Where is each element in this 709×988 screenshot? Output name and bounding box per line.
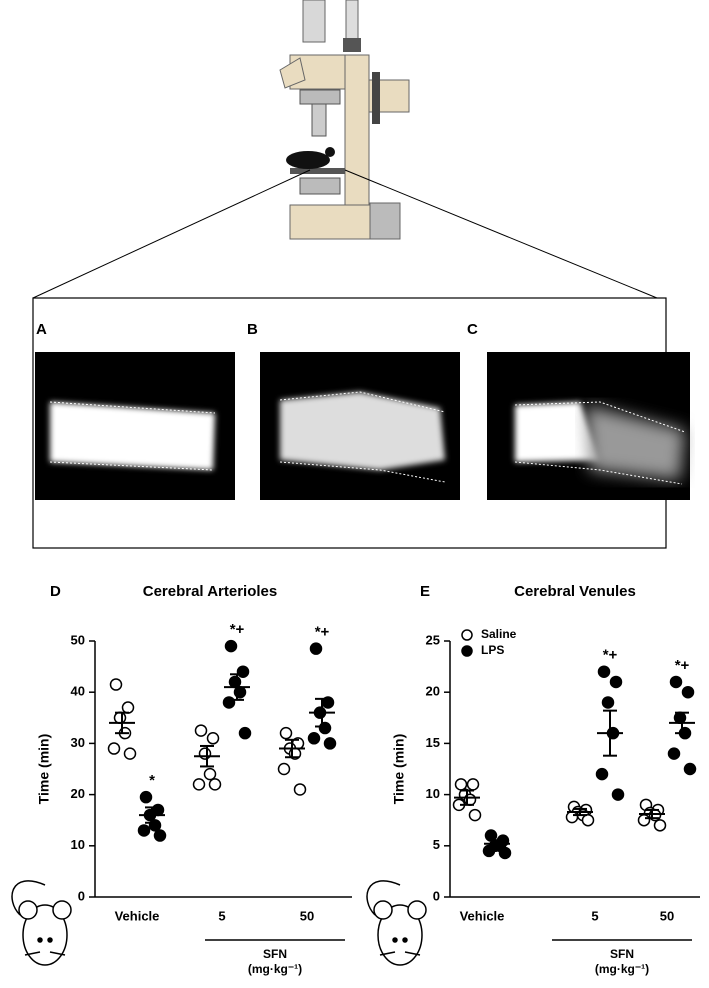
data-point <box>597 665 611 678</box>
significance-label: *+ <box>675 657 690 674</box>
micrograph <box>260 352 460 500</box>
data-point <box>637 813 651 827</box>
data-point <box>601 696 615 709</box>
x-tick-label: Vehicle <box>115 908 160 923</box>
data-point <box>673 711 687 725</box>
data-point <box>498 846 512 860</box>
data-point <box>139 790 153 804</box>
y-tick-label: 50 <box>71 632 85 647</box>
data-point <box>653 819 667 832</box>
y-axis-label: Time (min) <box>391 734 407 805</box>
data-point <box>581 813 595 827</box>
zoom-line <box>344 169 658 299</box>
y-tick-label: 25 <box>426 632 440 647</box>
data-point <box>667 747 681 760</box>
data-point <box>468 808 482 822</box>
micrograph <box>35 352 235 500</box>
data-point <box>466 778 480 791</box>
x-tick-label: 5 <box>591 908 598 923</box>
group-unit: (mg·kg⁻¹) <box>248 962 302 976</box>
data-point <box>107 742 121 755</box>
mouse-icon <box>366 880 427 966</box>
zoom-line <box>32 169 311 299</box>
y-tick-label: 20 <box>71 786 85 801</box>
group-label: SFN <box>610 947 634 961</box>
chart-title: Cerebral Arterioles <box>143 583 278 600</box>
data-point <box>121 701 135 714</box>
chart-title: Cerebral Venules <box>514 583 636 600</box>
data-point <box>565 810 579 824</box>
data-point <box>109 678 123 691</box>
data-point <box>203 767 217 781</box>
data-point <box>683 762 697 776</box>
y-tick-label: 10 <box>71 837 85 852</box>
data-point <box>228 675 242 689</box>
x-tick-label: Vehicle <box>460 908 505 923</box>
panel-label: A <box>36 321 47 338</box>
data-point <box>293 783 307 796</box>
y-axis-label: Time (min) <box>36 734 52 805</box>
panel-label: C <box>467 321 478 338</box>
data-point <box>309 642 323 655</box>
legend-label: Saline <box>481 627 517 641</box>
data-point <box>208 778 222 791</box>
data-point <box>222 696 236 709</box>
data-point <box>681 685 695 699</box>
data-point <box>224 639 238 653</box>
legend-label: LPS <box>481 643 504 657</box>
significance-label: *+ <box>230 621 245 638</box>
data-point <box>595 767 609 781</box>
data-point <box>277 762 291 776</box>
y-tick-label: 40 <box>71 684 85 699</box>
data-point <box>194 724 208 737</box>
data-point <box>137 824 151 837</box>
microscope <box>279 0 410 240</box>
panel-label: D <box>50 583 61 600</box>
y-tick-label: 0 <box>433 888 440 903</box>
x-tick-label: 5 <box>218 908 225 923</box>
micrograph <box>487 352 690 500</box>
data-point <box>669 675 683 689</box>
data-point <box>323 737 337 750</box>
data-point <box>123 747 137 760</box>
x-tick-label: 50 <box>660 908 674 923</box>
y-tick-label: 20 <box>426 684 440 699</box>
data-point <box>609 675 623 689</box>
data-point <box>238 726 252 740</box>
data-point <box>611 788 625 801</box>
y-tick-label: 5 <box>433 837 440 852</box>
data-point <box>192 778 206 791</box>
y-tick-label: 30 <box>71 735 85 750</box>
data-point <box>153 829 167 842</box>
panel-label: B <box>247 321 258 338</box>
mouse-icon <box>11 880 72 966</box>
y-tick-label: 0 <box>78 888 85 903</box>
significance-label: *+ <box>315 624 330 641</box>
data-point <box>307 732 321 745</box>
y-tick-label: 10 <box>426 786 440 801</box>
data-point <box>206 732 220 745</box>
data-point <box>236 665 250 678</box>
data-point <box>198 747 212 760</box>
data-point <box>454 778 468 791</box>
significance-label: * <box>149 772 155 789</box>
x-tick-label: 50 <box>300 908 314 923</box>
y-tick-label: 15 <box>426 735 440 750</box>
legend-marker <box>461 645 473 657</box>
significance-label: *+ <box>603 647 618 664</box>
panel-label: E <box>420 583 430 600</box>
group-label: SFN <box>263 947 287 961</box>
group-unit: (mg·kg⁻¹) <box>595 962 649 976</box>
legend-marker <box>461 629 473 641</box>
data-point <box>113 711 127 725</box>
data-point <box>279 726 293 740</box>
